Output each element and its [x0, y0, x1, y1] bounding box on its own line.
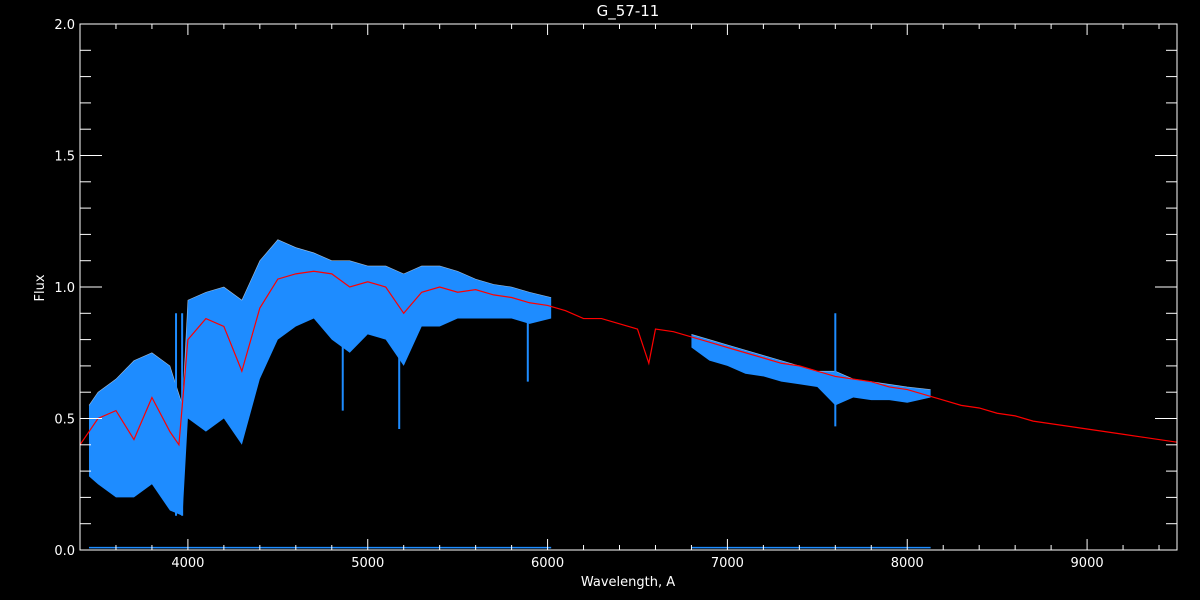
x-tick-label: 4000: [171, 556, 204, 571]
x-tick-label: 9000: [1071, 556, 1104, 571]
y-tick-label: 2.0: [54, 18, 75, 33]
chart-title: G_57-11: [597, 2, 660, 21]
y-tick-label: 0.5: [54, 413, 75, 428]
observed-flux-band-0: [88, 239, 552, 516]
y-tick-label: 1.0: [54, 281, 75, 296]
model-line: [79, 270, 1178, 447]
x-tick-label: 5000: [351, 556, 384, 571]
x-tick-label: 8000: [891, 556, 924, 571]
y-tick-label: 0.0: [54, 544, 75, 559]
series-layer: [79, 239, 1178, 549]
y-tick-label: 1.5: [54, 150, 75, 165]
x-tick-label: 6000: [531, 556, 564, 571]
x-axis-label: Wavelength, A: [581, 575, 675, 590]
plot-frame: [79, 23, 1178, 551]
x-tick-label: 7000: [711, 556, 744, 571]
axes-layer: 4000 5000 6000 7000 8000 9000 0.0 0.5 1.0 1.5 2.0: [54, 18, 1178, 571]
y-axis-label: Flux: [33, 274, 48, 301]
observed-flux-upper-0: [88, 239, 552, 406]
